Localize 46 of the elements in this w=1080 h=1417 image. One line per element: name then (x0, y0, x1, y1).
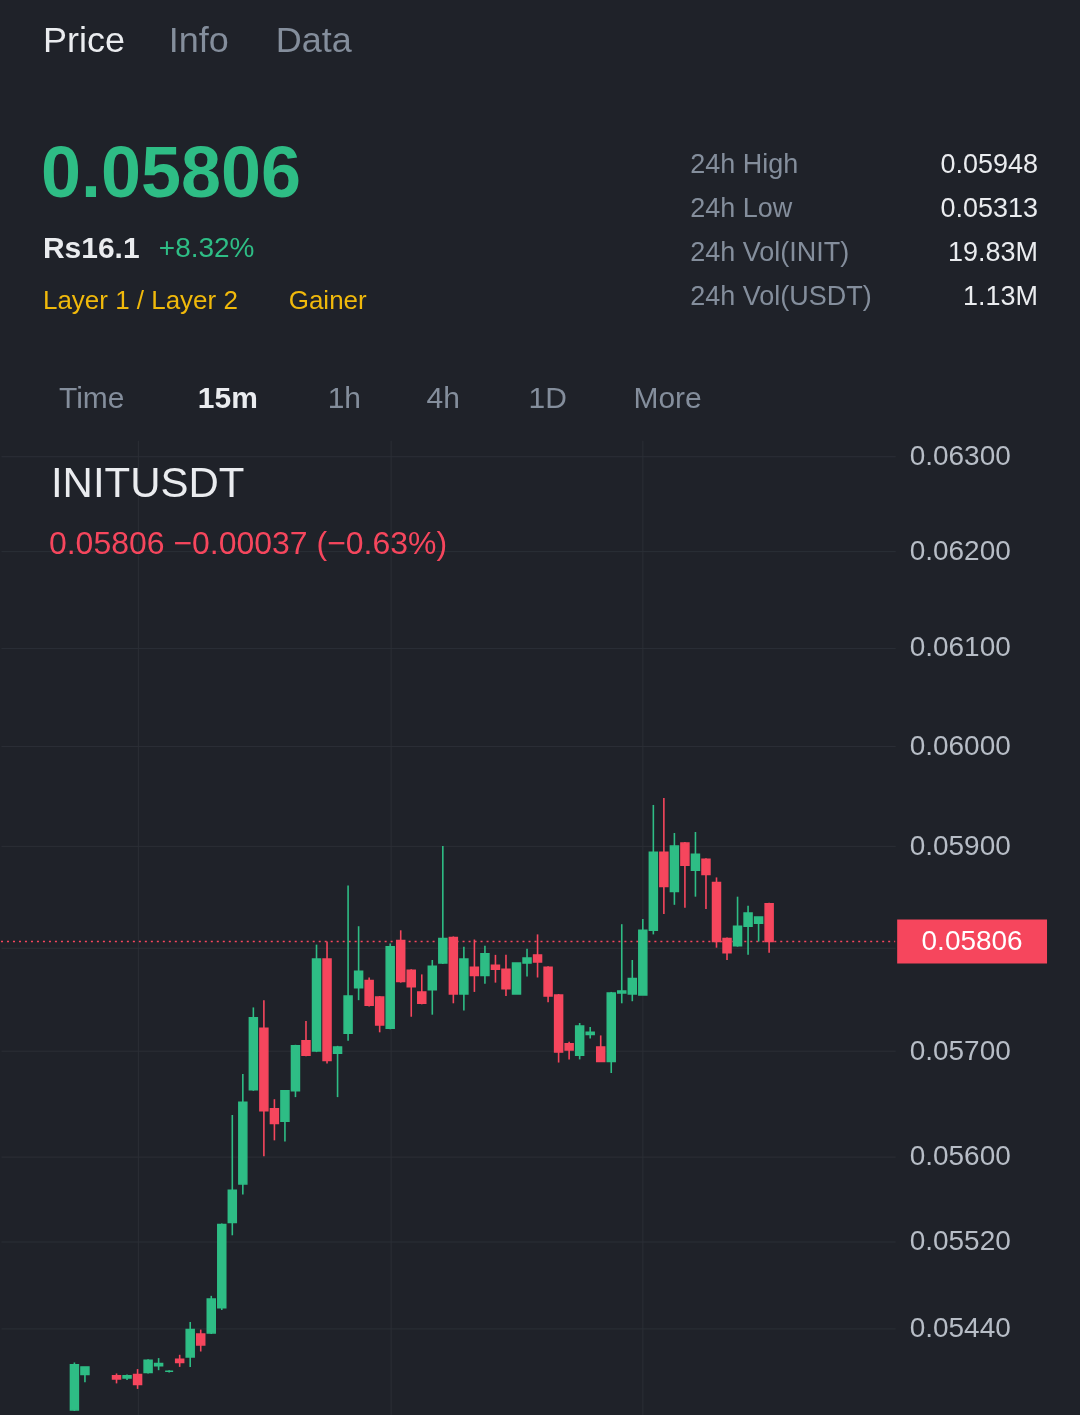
y-tick-label: 0.06200 (909, 534, 1011, 566)
text: Layer 1 / Layer 2 (42, 285, 238, 316)
text: Info (168, 18, 229, 60)
candlestick (680, 841, 690, 909)
ref-line-label: 0.05806 (921, 924, 1023, 956)
text: 1h (327, 381, 362, 415)
text: 24h High (690, 149, 799, 180)
text: 24h Vol(USDT) (690, 281, 872, 312)
candlestick (301, 1020, 311, 1058)
candlestick (480, 944, 490, 985)
y-tick-label: 0.05700 (909, 1034, 1011, 1066)
candlestick (427, 959, 438, 1016)
text: 24h Low (690, 193, 793, 224)
text: 4h (426, 381, 460, 415)
y-tick-label: 0.05520 (909, 1225, 1011, 1257)
text: 0.05806 −0.00037 (−0.63%) (48, 525, 448, 562)
text: Gainer (288, 285, 368, 316)
y-tick-label: 0.06100 (909, 631, 1011, 663)
y-tick-label: 0.05900 (909, 829, 1011, 861)
y-tick-label: 0.05600 (909, 1139, 1011, 1171)
candlestick (195, 1328, 206, 1353)
text: 19.83M (948, 237, 1039, 268)
text: More (633, 381, 702, 415)
candlestick (353, 925, 364, 1001)
text: 0.05313 (940, 193, 1039, 224)
text: +8.32% (158, 232, 255, 264)
text: 1.13M (963, 281, 1039, 312)
text: 24h Vol(INIT) (690, 237, 850, 268)
text: 15m (197, 381, 258, 415)
candlestick (332, 1045, 343, 1098)
candlestick (132, 1368, 143, 1390)
text: Rs16.1 (42, 231, 140, 265)
y-tick-label: 0.06300 (909, 439, 1011, 471)
text: INITUSDT (50, 459, 245, 507)
y-tick-label: 0.06000 (909, 729, 1011, 761)
text: 0.05948 (940, 149, 1039, 180)
candlestick (701, 857, 711, 910)
text: Data (275, 18, 352, 60)
candlestick (417, 973, 427, 1006)
text: 0.05806 (40, 132, 301, 213)
text: 1D (528, 381, 567, 415)
candlestick (690, 831, 701, 898)
text: Price (42, 18, 125, 60)
text: Time (58, 381, 125, 415)
y-tick-label: 0.05440 (909, 1312, 1011, 1344)
candlestick (595, 1034, 606, 1063)
